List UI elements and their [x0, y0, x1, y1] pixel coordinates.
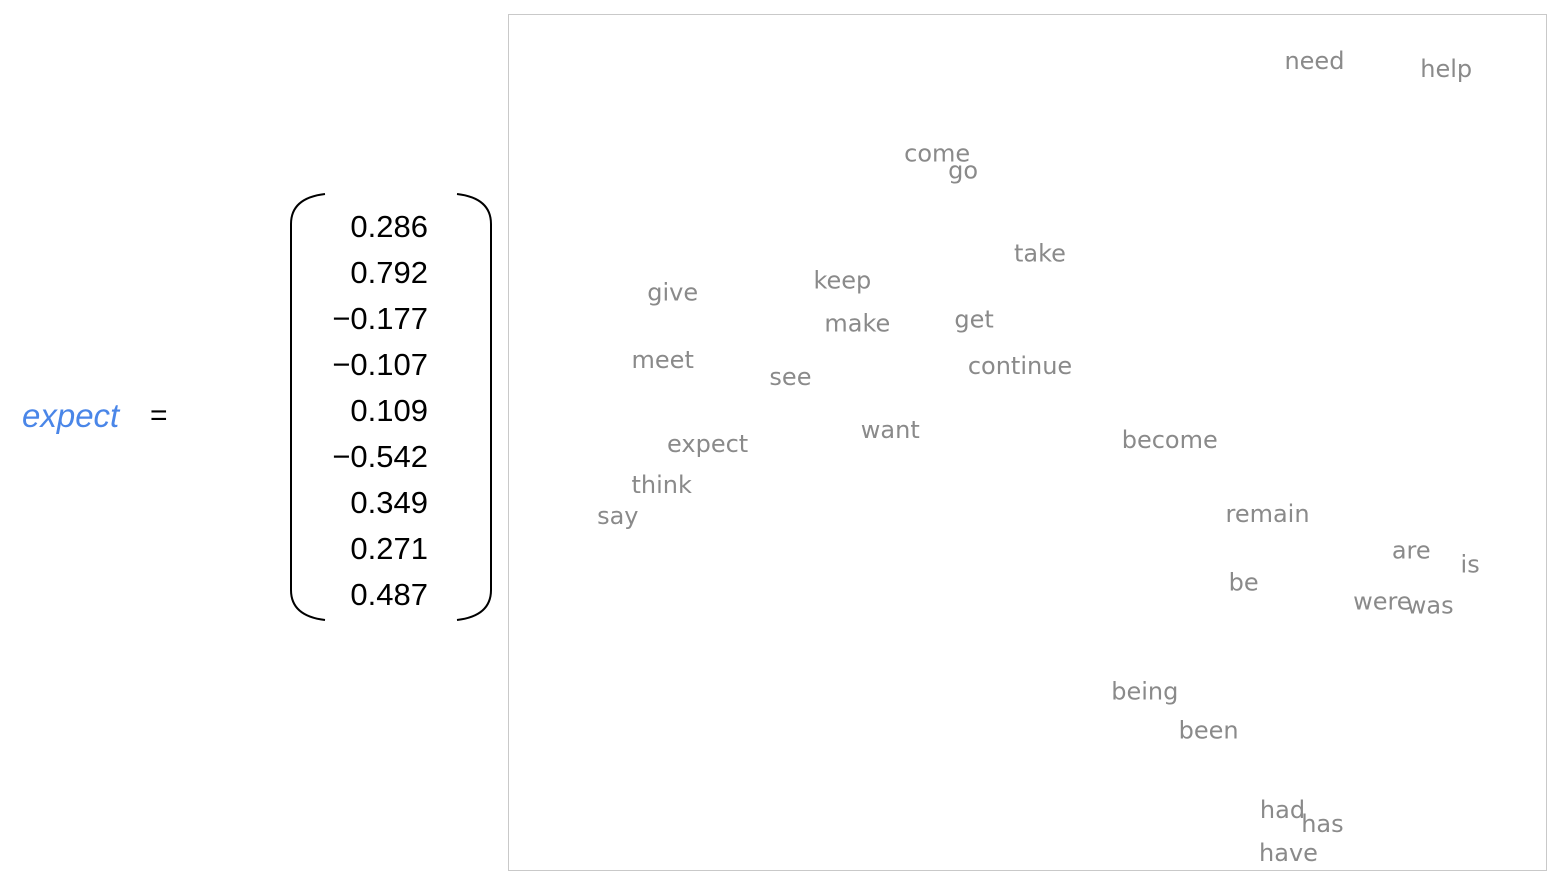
- word-point-had: had: [1260, 796, 1305, 824]
- word-point-give: give: [647, 278, 698, 306]
- word-point-be: be: [1229, 569, 1259, 597]
- word-point-has: has: [1301, 810, 1343, 838]
- word-point-meet: meet: [632, 346, 694, 374]
- vector-value: −0.177: [332, 301, 428, 336]
- word-point-go: go: [948, 157, 978, 185]
- word-point-become: become: [1122, 426, 1218, 454]
- word-point-remain: remain: [1225, 500, 1309, 528]
- right-paren: [456, 193, 492, 621]
- word-point-think: think: [632, 471, 693, 499]
- embedding-plot: need help come go take keep give make get meet con…: [508, 14, 1547, 871]
- word-point-were: were: [1353, 588, 1412, 616]
- vector-value: −0.542: [332, 439, 428, 474]
- word-point-say: say: [597, 502, 638, 530]
- vector-brackets: [290, 193, 492, 621]
- vector-equation: expect = 0.286 0.792 −0.177 −0.107 0.109…: [0, 0, 500, 890]
- equals-sign: =: [150, 399, 168, 432]
- vector-value: 0.286: [350, 209, 428, 244]
- word-point-have: have: [1259, 839, 1318, 867]
- word-point-help: help: [1420, 55, 1472, 83]
- vector-value: 0.271: [350, 531, 428, 566]
- word-point-want: want: [861, 416, 920, 444]
- word-point-continue: continue: [968, 352, 1072, 380]
- word-label: expect: [22, 397, 120, 434]
- word-point-make: make: [824, 309, 890, 337]
- vector-values: 0.286 0.792 −0.177 −0.107 0.109 −0.542 0…: [300, 204, 428, 618]
- word-point-are: are: [1392, 537, 1431, 565]
- vector-value: 0.792: [350, 255, 428, 290]
- word-point-take: take: [1014, 239, 1066, 267]
- word-point-see: see: [769, 363, 811, 391]
- word-point-keep: keep: [813, 266, 871, 294]
- word-point-get: get: [954, 305, 993, 333]
- word-point-being: being: [1111, 677, 1178, 705]
- vector-value: 0.349: [350, 485, 428, 520]
- left-paren: [290, 193, 326, 621]
- vector-value: 0.109: [350, 393, 428, 428]
- word-point-is: is: [1461, 551, 1480, 579]
- vector-value: −0.107: [332, 347, 428, 382]
- word-point-need: need: [1284, 47, 1344, 75]
- vector-value: 0.487: [350, 577, 428, 612]
- word-point-been: been: [1179, 716, 1239, 744]
- word-point-expect: expect: [667, 430, 748, 458]
- word-point-come: come: [904, 140, 970, 168]
- word-point-was: was: [1407, 592, 1454, 620]
